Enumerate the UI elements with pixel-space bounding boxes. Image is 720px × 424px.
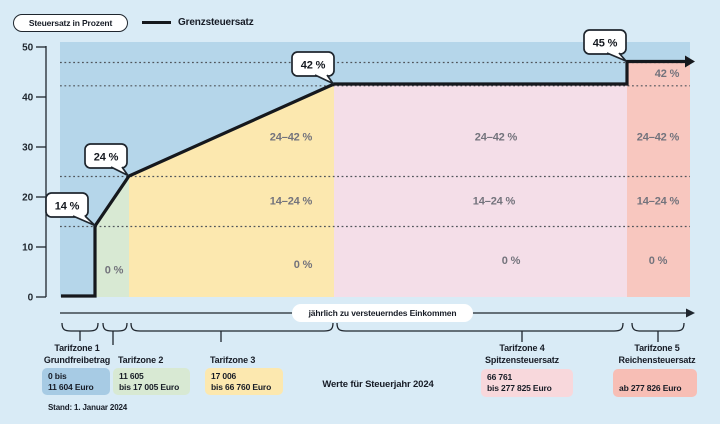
zone-band-labels: 0 % 24–42 % 14–24 % 0 % 24–42 % 14–24 % … — [105, 68, 680, 277]
legend-line-swatch — [142, 21, 171, 24]
zone5-band-2442: 24–42 % — [637, 132, 680, 144]
zone2-area — [95, 176, 129, 297]
y-tick-30: 30 — [22, 143, 33, 154]
zone4-subtitle: Spitzensteuersatz — [485, 354, 559, 365]
income-axis-label-pill: jährlich zu versteuerndes Einkommen — [292, 304, 473, 322]
callout-14-label: 14 % — [55, 201, 80, 213]
y-tick-0: 0 — [28, 293, 34, 304]
legend-label: Grenzsteuersatz — [178, 17, 254, 28]
zone2-range-box: 11 605 bis 17 005 Euro — [113, 368, 190, 395]
callout-24: 24 % — [84, 143, 129, 177]
zone2-name: Tarifzone 2 — [118, 355, 164, 365]
zone4-name: Tarifzone 4 — [499, 343, 545, 353]
callout-14-tail — [72, 215, 96, 227]
zone4-brace — [336, 322, 624, 332]
legend: Grenzsteuersatz — [142, 17, 254, 28]
zone5-band-1424: 14–24 % — [637, 196, 680, 208]
callout-14: 14 % — [45, 192, 96, 227]
y-tick-10: 10 — [22, 243, 33, 254]
zone2-range-line2: bis 17 005 Euro — [119, 382, 180, 392]
zone1-brace — [61, 322, 99, 332]
zone3-range-line1: 17 006 — [211, 371, 237, 381]
y-axis-title: Steuersatz in Prozent — [28, 18, 113, 28]
zone3-caption: Tarifzone 3 — [210, 355, 280, 367]
zone3-range-box: 17 006 bis 66 760 Euro — [205, 368, 283, 395]
zone2-range-line1: 11 605 — [119, 371, 144, 381]
callout-45-tail — [606, 52, 627, 62]
zone4-caption: Tarifzone 4 Spitzensteuersatz — [472, 343, 572, 366]
zone5-band-42: 42 % — [655, 68, 680, 80]
zone1-caption: Tarifzone 1 Grundfreibetrag — [27, 343, 127, 366]
stand-note: Stand: 1. Januar 2024 — [48, 403, 128, 412]
zone4-range-box: 66 761 bis 277 825 Euro — [481, 369, 573, 397]
zone5-area — [627, 61, 690, 297]
zone1-range-line2: 11 604 Euro — [48, 382, 94, 392]
zone1-subtitle: Grundfreibetrag — [43, 354, 111, 365]
zone5-caption: Tarifzone 5 Reichensteuersatz — [607, 343, 707, 366]
callout-42-label: 42 % — [301, 60, 326, 72]
income-axis-arrow-icon — [686, 308, 695, 318]
callout-42: 42 % — [291, 51, 335, 85]
zone5-subtitle: Reichensteuersatz — [618, 354, 696, 365]
zone1-range-box: 0 bis 11 604 Euro — [42, 368, 110, 395]
rate-line-arrow-icon — [685, 55, 695, 68]
callout-45: 45 % — [583, 29, 627, 62]
zone3-band-0: 0 % — [294, 259, 313, 271]
zone5-range-box: ab 277 826 Euro — [613, 369, 697, 397]
zone1-name: Tarifzone 1 — [54, 343, 100, 353]
y-axis — [36, 46, 47, 298]
zone2-caption: Tarifzone 2 — [118, 355, 188, 367]
zone3-brace — [130, 322, 334, 332]
zone5-brace — [631, 322, 685, 332]
tax-year-note: Werte für Steuerjahr 2024 — [322, 379, 434, 390]
callout-24-label: 24 % — [94, 152, 119, 164]
zone3-name: Tarifzone 3 — [210, 355, 256, 365]
zone3-band-2442: 24–42 % — [270, 132, 313, 144]
y-tick-50: 50 — [22, 43, 33, 54]
zone1-range-line1: 0 bis — [48, 371, 67, 381]
zone-braces — [61, 322, 685, 345]
income-axis-label: jährlich zu versteuerndes Einkommen — [308, 308, 457, 318]
zone4-band-0: 0 % — [502, 255, 521, 267]
y-tick-20: 20 — [22, 193, 33, 204]
zone4-band-2442: 24–42 % — [475, 132, 518, 144]
zone3-area — [129, 84, 334, 297]
zone2-brace — [102, 322, 128, 332]
zone4-range-line1: 66 761 — [487, 372, 513, 382]
zone5-range-line: ab 277 826 Euro — [619, 383, 682, 393]
y-axis-title-box: Steuersatz in Prozent — [13, 14, 128, 32]
zone3-range-line2: bis 66 760 Euro — [211, 382, 272, 392]
guide-lines — [60, 61, 690, 228]
rate-line — [61, 59, 685, 298]
zone5-name: Tarifzone 5 — [634, 343, 680, 353]
callout-24-tail — [110, 166, 129, 177]
zone4-range-line2: bis 277 825 Euro — [487, 383, 552, 393]
y-axis-tick-labels: 50 40 30 20 10 0 — [22, 43, 34, 304]
zone3-band-1424: 14–24 % — [270, 196, 313, 208]
callout-45-label: 45 % — [593, 38, 618, 50]
y-tick-40: 40 — [22, 93, 33, 104]
zone2-band-0: 0 % — [105, 265, 124, 277]
zone5-band-0: 0 % — [649, 255, 668, 267]
zone4-band-1424: 14–24 % — [473, 196, 516, 208]
zone4-area — [334, 84, 627, 297]
callout-42-tail — [314, 74, 334, 85]
